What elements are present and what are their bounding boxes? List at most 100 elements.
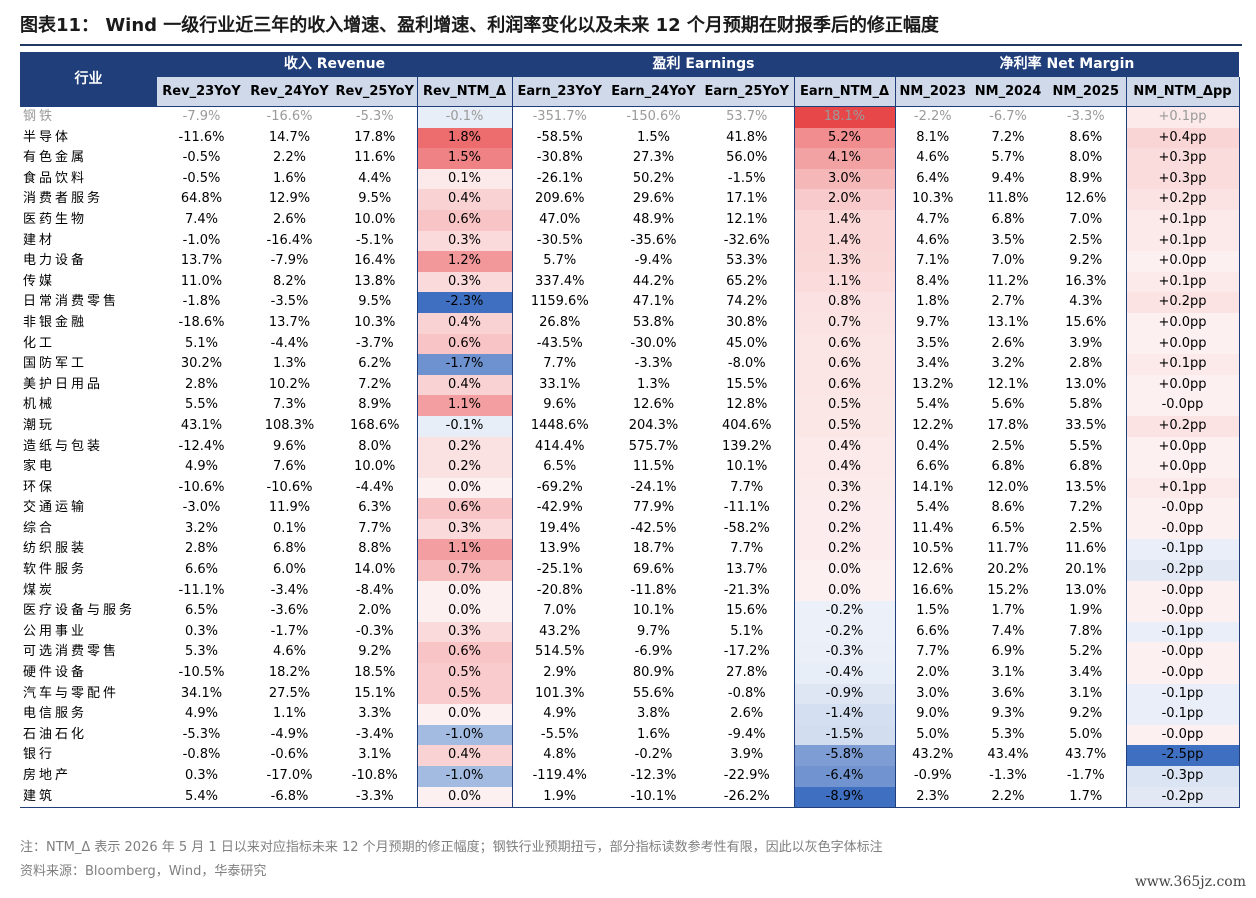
table-cell: 3.0% xyxy=(916,685,950,701)
table-cell: 80.9% xyxy=(632,665,675,681)
table-cell: 9.2% xyxy=(358,644,392,660)
table-cell: 7.8% xyxy=(1069,623,1103,639)
table-cell: -1.7% xyxy=(1066,768,1105,783)
table-cell: 1.4% xyxy=(793,230,896,252)
table-cell: 6.8% xyxy=(272,541,307,557)
table-cell: 43.7% xyxy=(1065,747,1107,763)
table-cell: 4.9% xyxy=(184,706,219,722)
table-cell: -26.2% xyxy=(700,786,794,809)
table-cell: 1.1% xyxy=(416,539,513,561)
table-cell: 2.5% xyxy=(1069,232,1103,248)
table-cell: 0.3% xyxy=(416,621,513,643)
table-cell: 6.6% xyxy=(184,562,219,578)
table-cell: -21.3% xyxy=(723,582,770,598)
table-cell: 9.5% xyxy=(358,191,392,207)
table-cell: -11.1% xyxy=(723,500,770,516)
table-cell: -7.9% xyxy=(182,109,221,124)
table-cell: 0.2% xyxy=(416,457,513,478)
table-cell: 12.8% xyxy=(726,397,768,413)
industry-name: 建筑 xyxy=(20,786,157,809)
table-cell: 2.8% xyxy=(184,541,219,557)
industry-name: 家电 xyxy=(23,459,56,475)
table-cell: 5.0% xyxy=(916,726,950,742)
table-cell: 43.2% xyxy=(539,623,581,639)
table-cell: 5.7% xyxy=(991,150,1025,166)
table-cell: 2.0% xyxy=(916,665,950,681)
table-cell: -3.0% xyxy=(182,500,221,516)
column-header: NM_2023 xyxy=(895,77,970,107)
table-cell: +0.1pp xyxy=(1125,477,1240,499)
table-cell: 17.8% xyxy=(987,417,1029,433)
table-cell: +0.3pp xyxy=(1125,148,1240,169)
table-cell: -0.1% xyxy=(416,106,513,128)
table-cell: 575.7% xyxy=(628,438,679,454)
table-cell: 48.9% xyxy=(632,211,675,227)
table-row: 有色金属 -0.5% 2.2% 11.6% 1.5% -30.8% 27.3% 56.0% 4.… xyxy=(20,148,1240,169)
table-cell: 0.4% xyxy=(416,312,513,334)
table-cell: -3.3% xyxy=(634,356,673,372)
table-cell: 7.0% xyxy=(991,253,1025,269)
table-cell: 16.4% xyxy=(354,253,396,269)
table-cell: 6.8% xyxy=(991,211,1025,227)
table-cell: 4.8% xyxy=(543,747,577,763)
table-row: 造纸与包装 -12.4% 9.6% 8.0% 0.2% 414.4% 575.7% 139.2… xyxy=(20,436,1240,458)
table-row: 纺织服装 2.8% 6.8% 8.8% 1.1% 13.9% 18.7% 7.7% 0.2% 10… xyxy=(20,539,1240,561)
table-cell: 7.7% xyxy=(916,644,950,660)
table-cell: 11.6% xyxy=(354,150,396,166)
table-row: 国防军工 30.2% 1.3% 6.2% -1.7% 7.7% -3.3% -8.0% 0.6%… xyxy=(20,354,1240,375)
table-cell: 13.7% xyxy=(268,314,311,330)
table-cell: 3.1% xyxy=(1069,685,1103,701)
industry-name: 国防军工 xyxy=(23,356,88,372)
table-cell: -0.8% xyxy=(182,747,221,763)
table-cell: 53.7% xyxy=(726,109,768,124)
table-cell: 30.2% xyxy=(180,356,223,372)
table-cell: 0.2% xyxy=(793,498,896,519)
table-cell: -0.2pp xyxy=(1125,560,1240,581)
table-cell: 5.4% xyxy=(157,786,246,809)
table-cell: 1.9% xyxy=(1069,603,1103,619)
table-cell: 47.1% xyxy=(632,294,675,310)
table-cell: +0.1pp xyxy=(1125,230,1240,252)
table-cell: 8.0% xyxy=(1069,150,1103,166)
table-cell: 6.6% xyxy=(916,623,950,639)
table-row: 环保 -10.6% -10.6% -4.4% 0.0% -69.2% -24.1% 7.7% 0… xyxy=(20,477,1240,499)
table-cell: 2.7% xyxy=(991,294,1025,310)
table-cell: +0.0pp xyxy=(1125,374,1240,396)
table-cell: 2.0% xyxy=(793,189,896,210)
industry-name: 银行 xyxy=(23,747,56,763)
table-cell: 4.7% xyxy=(916,211,950,227)
table-cell: 15.1% xyxy=(354,685,396,701)
table-cell: -10.5% xyxy=(178,665,225,681)
title-rule xyxy=(20,44,1242,46)
table-cell: 0.5% xyxy=(416,663,513,684)
table-cell: 0.3% xyxy=(793,477,896,499)
footnote: 注：NTM_Δ 表示 2026 年 5 月 1 日以来对应指标未来 12 个月预… xyxy=(20,840,883,855)
table-cell: 4.9% xyxy=(543,706,577,722)
table-cell: 2.0% xyxy=(358,603,392,619)
table-cell: 15.5% xyxy=(726,376,768,392)
table-cell: -10.1% xyxy=(607,786,700,809)
table-cell: -69.2% xyxy=(536,479,583,495)
table-cell: -0.0pp xyxy=(1125,518,1240,540)
table-cell: -0.1pp xyxy=(1125,704,1240,725)
table-cell: 12.6% xyxy=(632,397,675,413)
table-cell: -22.9% xyxy=(723,768,770,783)
table-cell: -6.9% xyxy=(634,644,673,660)
table-cell: 65.2% xyxy=(726,273,768,289)
table-cell: -0.2% xyxy=(793,621,896,643)
table-cell: 10.1% xyxy=(632,603,675,619)
table-row: 煤炭 -11.1% -3.4% -8.4% 0.0% -20.8% -11.8% -21.3%… xyxy=(20,580,1240,602)
table-cell: 1159.6% xyxy=(530,294,589,310)
table-cell: 6.5% xyxy=(543,459,577,475)
table-cell: 6.0% xyxy=(272,562,307,578)
table-cell: 8.9% xyxy=(1069,170,1103,186)
table-cell: 2.6% xyxy=(991,335,1025,351)
industry-name: 造纸与包装 xyxy=(23,438,104,454)
table-cell: -119.4% xyxy=(532,768,587,783)
table-cell: 9.7% xyxy=(916,314,950,330)
table-cell: -1.4% xyxy=(793,704,896,725)
table-cell: 7.6% xyxy=(272,459,307,475)
table-cell: -351.7% xyxy=(532,109,587,124)
table-cell: -32.6% xyxy=(723,232,770,248)
table-cell: -20.8% xyxy=(536,582,583,598)
